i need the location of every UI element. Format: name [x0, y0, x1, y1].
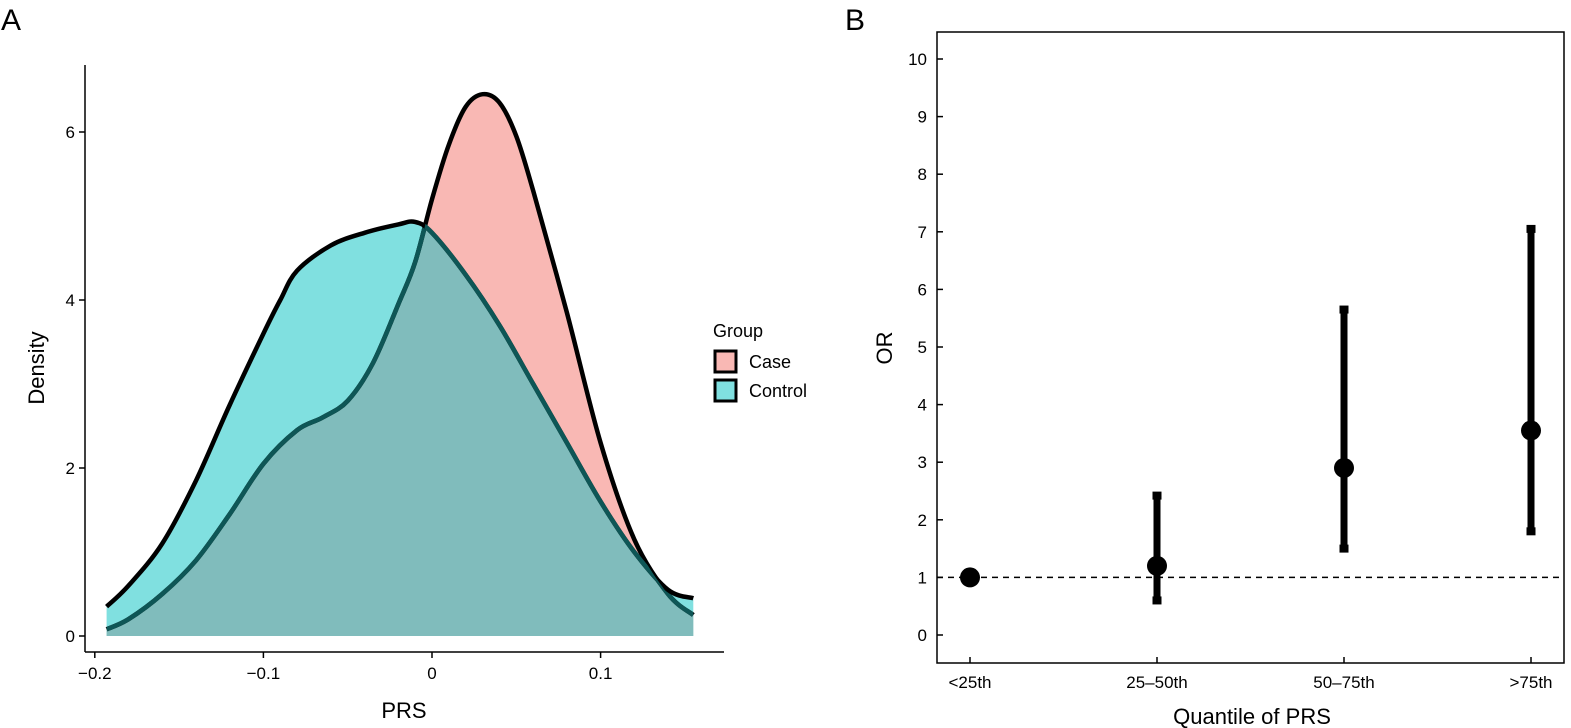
y-tick-label: 0 — [66, 627, 75, 646]
x-tick-label: −0.2 — [78, 664, 112, 683]
panel-a-letter: A — [1, 4, 21, 37]
x-axis-title: PRS — [381, 698, 426, 723]
y-tick-label: 3 — [918, 453, 927, 472]
y-tick-label: 5 — [918, 338, 927, 357]
error-bar-cap-lower — [1526, 527, 1536, 536]
error-bar-cap-upper — [1526, 224, 1536, 233]
error-bar-cap-upper — [1152, 491, 1162, 500]
x-tick-label: 25–50th — [1126, 673, 1187, 692]
x-tick-label: >75th — [1509, 673, 1552, 692]
y-tick-label: 4 — [918, 396, 927, 415]
density-plot-panel: −0.2 −0.1 0 0.1 0 2 4 6 PRS Density Group Case… — [24, 65, 807, 723]
or-point — [960, 567, 980, 588]
or-point — [1147, 555, 1167, 576]
x-tick-label: 50–75th — [1313, 673, 1374, 692]
density-areas — [105, 91, 695, 637]
y-tick-label: 9 — [918, 108, 927, 127]
x-axis-title: Quantile of PRS — [1173, 704, 1331, 728]
x-tick-label: −0.1 — [247, 664, 281, 683]
error-bar-cap-lower — [1339, 544, 1349, 553]
y-tick-label: 2 — [918, 511, 927, 530]
legend-label-case: Case — [749, 352, 791, 372]
legend: Group Case Control — [713, 321, 807, 403]
y-axis-ticks: 0 2 4 6 — [66, 123, 85, 646]
panel-b-letter: B — [845, 4, 865, 37]
y-tick-label: 10 — [908, 50, 927, 69]
y-tick-label: 0 — [918, 626, 927, 645]
y-tick-label: 1 — [918, 568, 927, 587]
x-tick-label: <25th — [948, 673, 991, 692]
or-point — [1334, 457, 1354, 478]
plot-frame — [936, 31, 1565, 664]
x-axis-ticks: <25th 25–50th 50–75th >75th — [948, 657, 1553, 692]
y-axis-title: Density — [24, 331, 49, 404]
y-tick-label: 8 — [918, 165, 927, 184]
x-axis-ticks: −0.2 −0.1 0 0.1 — [78, 652, 612, 683]
y-tick-label: 6 — [66, 123, 75, 142]
error-bar-cap-upper — [1339, 305, 1349, 314]
y-tick-label: 6 — [918, 280, 927, 299]
x-tick-label: 0.1 — [589, 664, 613, 683]
y-tick-label: 7 — [918, 223, 927, 242]
legend-title: Group — [713, 321, 763, 341]
error-bars — [1152, 224, 1536, 605]
x-tick-label: 0 — [427, 664, 436, 683]
odds-ratio-panel: 0 1 2 3 4 5 6 7 8 9 10 <25th 25–50th 50–75th >75th Qu… — [872, 31, 1565, 728]
overlap-density-area — [106, 221, 694, 636]
legend-swatch-case — [713, 349, 738, 374]
or-point — [1521, 420, 1541, 441]
y-tick-label: 2 — [66, 459, 75, 478]
error-bar-cap-lower — [1152, 596, 1162, 605]
y-axis-title: OR — [872, 332, 897, 365]
y-tick-label: 4 — [66, 291, 75, 310]
y-axis-ticks: 0 1 2 3 4 5 6 7 8 9 10 — [908, 50, 943, 645]
legend-swatch-control — [713, 378, 738, 403]
legend-label-control: Control — [749, 381, 807, 401]
or-points — [960, 420, 1541, 588]
